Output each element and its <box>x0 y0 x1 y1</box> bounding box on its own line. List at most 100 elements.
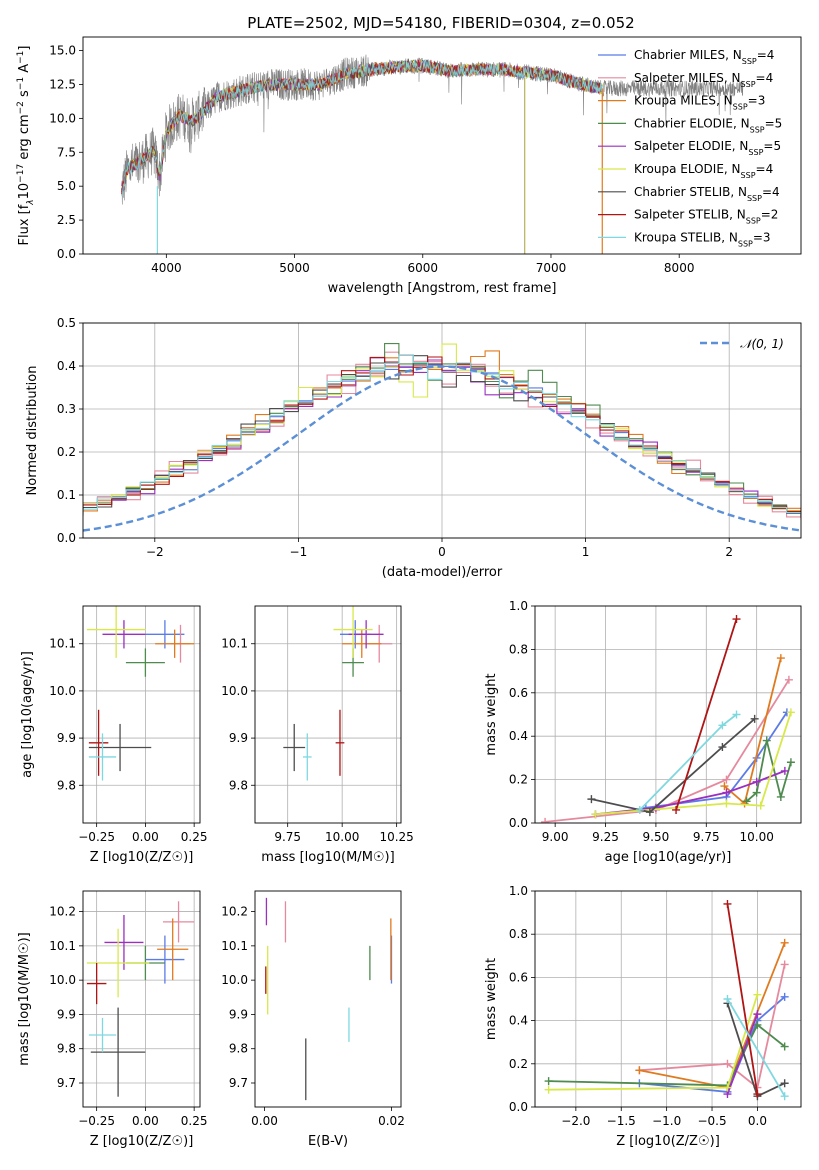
series-line <box>726 998 786 1097</box>
plus-marker <box>776 792 785 801</box>
x-axis-label: Z [log10(Z/Z☉)] <box>616 1134 720 1149</box>
plus-marker <box>780 1042 789 1051</box>
x-axis-label: Z [log10(Z/Z☉)] <box>90 1134 194 1149</box>
y-tick-label: 9.9 <box>57 731 76 745</box>
plot-frame <box>82 605 201 824</box>
mass-vs-z-panel: −0.25 0.00 0.25 9.7 9.8 9.9 10.0 10.1 10.2 Z [log… <box>17 890 208 1149</box>
legend-nssp: 3 <box>763 230 771 244</box>
y-tick-label: 10.2 <box>49 905 76 919</box>
axes: −2.0 −1.5 −1.0 −0.5 0.0 0.0 0.2 0.4 0.6 0.8 1.0 Z [… <box>484 884 801 1149</box>
x-tick-label: 0.00 <box>251 1114 278 1128</box>
y-tick-label: 0.8 <box>509 927 528 941</box>
legend-nssp: 5 <box>773 139 781 153</box>
series-salpeter-stelib <box>723 899 762 1099</box>
legend-ssp: SSP <box>746 216 761 225</box>
y-tick-label: 9.7 <box>57 1076 76 1090</box>
x-tick-label: 1 <box>582 545 590 559</box>
x-axis-label: mass [log10(M/M☉)] <box>261 850 394 865</box>
plus-marker <box>672 805 681 814</box>
legend-label-kroupa-stelib: Kroupa STELIB, NSSP=3 <box>634 230 771 248</box>
y-axis-label: mass weight <box>484 673 499 755</box>
plus-marker <box>722 799 731 808</box>
y-tick-label: 9.8 <box>229 1042 248 1056</box>
y-tick-label: 10.0 <box>221 973 248 987</box>
histogram-chabrier-elodie <box>83 343 801 516</box>
x-axis-label: wavelength [Angstrom, rest frame] <box>328 281 557 296</box>
plot-frame <box>534 890 802 1108</box>
axes: −0.25 0.00 0.25 9.7 9.8 9.9 10.0 10.1 10.2 Z [log… <box>17 891 208 1149</box>
age-vs-mass-panel: 9.75 10.00 10.25 9.8 9.9 10.0 10.1 mass [log10(… <box>221 605 414 865</box>
plot-frame <box>82 890 201 1108</box>
plus-marker <box>780 766 789 775</box>
plot-frame <box>82 36 802 255</box>
legend-label-kroupa-miles: Kroupa MILES, NSSP=3 <box>634 94 765 112</box>
axes: 0.00 0.02 9.7 9.8 9.9 10.0 10.1 10.2 E(B-V) <box>221 905 405 1149</box>
plus-marker <box>753 1020 762 1029</box>
axes: 4000 5000 6000 7000 8000 0.0 2.5 5.0 7.5 10.0 12.5… <box>49 44 694 296</box>
plus-marker <box>732 615 741 624</box>
mass-weight-vs-z-panel: −2.0 −1.5 −1.0 −0.5 0.0 0.0 0.2 0.4 0.6 0.8 1.0 Z [… <box>484 884 802 1149</box>
y-tick-label: 9.9 <box>229 1007 248 1021</box>
y-tick-label: 0.1 <box>57 488 76 502</box>
plus-marker <box>786 708 795 717</box>
mass-vs-ebv-panel: 0.00 0.02 9.7 9.8 9.9 10.0 10.1 10.2 E(B-V) <box>221 890 405 1149</box>
y-tick-label: 0.6 <box>509 970 528 984</box>
x-tick-label: −0.25 <box>78 1114 115 1128</box>
point-salpeter-elodie <box>102 620 146 649</box>
legend-n: , N <box>721 230 738 244</box>
legend-name: Chabrier STELIB <box>634 185 730 199</box>
y-tick-label: 0.8 <box>509 642 528 656</box>
figure-title: PLATE=2502, MJD=54180, FIBERID=0304, z=0… <box>247 14 634 32</box>
residual-histogram-panel: −2 −1 0 1 2 0.0 0.1 0.2 0.3 0.4 0.5 (data-model)/er… <box>25 316 802 580</box>
plus-marker <box>718 721 727 730</box>
legend-eq: = <box>757 48 767 62</box>
plus-marker <box>635 805 644 814</box>
y-axis-label-part: 10 <box>17 183 32 200</box>
x-axis-label: age [log10(age/yr)] <box>605 850 732 865</box>
plus-marker <box>722 788 731 797</box>
y-tick-label: 10.0 <box>49 684 76 698</box>
point-kroupa-elodie <box>86 606 146 658</box>
legend-n: , N <box>724 71 741 85</box>
y-axis-label-part: s <box>17 90 32 101</box>
legend-n: , N <box>732 139 749 153</box>
x-tick-label: 9.75 <box>274 830 301 844</box>
plus-marker <box>591 810 600 819</box>
plus-marker <box>718 743 727 752</box>
y-axis-label: age [log10(age/yr)] <box>20 651 35 778</box>
legend-eq: = <box>765 116 775 130</box>
legend-nssp: 3 <box>758 94 766 108</box>
y-axis-label-part: erg cm <box>17 114 32 163</box>
plus-marker <box>723 1083 732 1092</box>
plus-marker <box>780 1092 789 1101</box>
legend-name: Salpeter MILES <box>634 71 724 85</box>
legend-name: Kroupa STELIB <box>634 230 721 244</box>
plus-marker <box>753 990 762 999</box>
y-tick-label: 0.2 <box>509 773 528 787</box>
normal-reference-curve <box>83 365 801 532</box>
point-salpeter-stelib <box>88 709 109 776</box>
series-kroupa-elodie <box>591 708 795 819</box>
legend-eq: = <box>756 162 766 176</box>
legend-ssp: SSP <box>747 193 762 202</box>
series-kroupa-stelib <box>635 710 741 814</box>
y-axis-label-part: −1 <box>16 51 26 64</box>
plus-marker <box>752 788 761 797</box>
point-kroupa-stelib <box>88 1017 117 1053</box>
series-line <box>595 712 792 816</box>
plus-marker <box>723 899 732 908</box>
legend-n: , N <box>733 116 750 130</box>
point-kroupa-stelib <box>88 733 117 781</box>
series-chabrier-elodie <box>742 736 795 806</box>
legend-label-chabrier-stelib: Chabrier STELIB, NSSP=4 <box>634 185 780 203</box>
y-tick-label: 0.0 <box>57 247 76 261</box>
plus-marker <box>544 1085 553 1094</box>
legend-label-kroupa-elodie: Kroupa ELODIE, NSSP=4 <box>634 162 773 180</box>
plus-marker <box>541 817 550 823</box>
legend-nssp: 4 <box>766 71 774 85</box>
series-line <box>639 964 786 1090</box>
plot-area <box>86 901 195 1097</box>
x-tick-label: 0.25 <box>181 1114 208 1128</box>
plot-area <box>83 343 801 532</box>
plus-marker <box>776 654 785 663</box>
